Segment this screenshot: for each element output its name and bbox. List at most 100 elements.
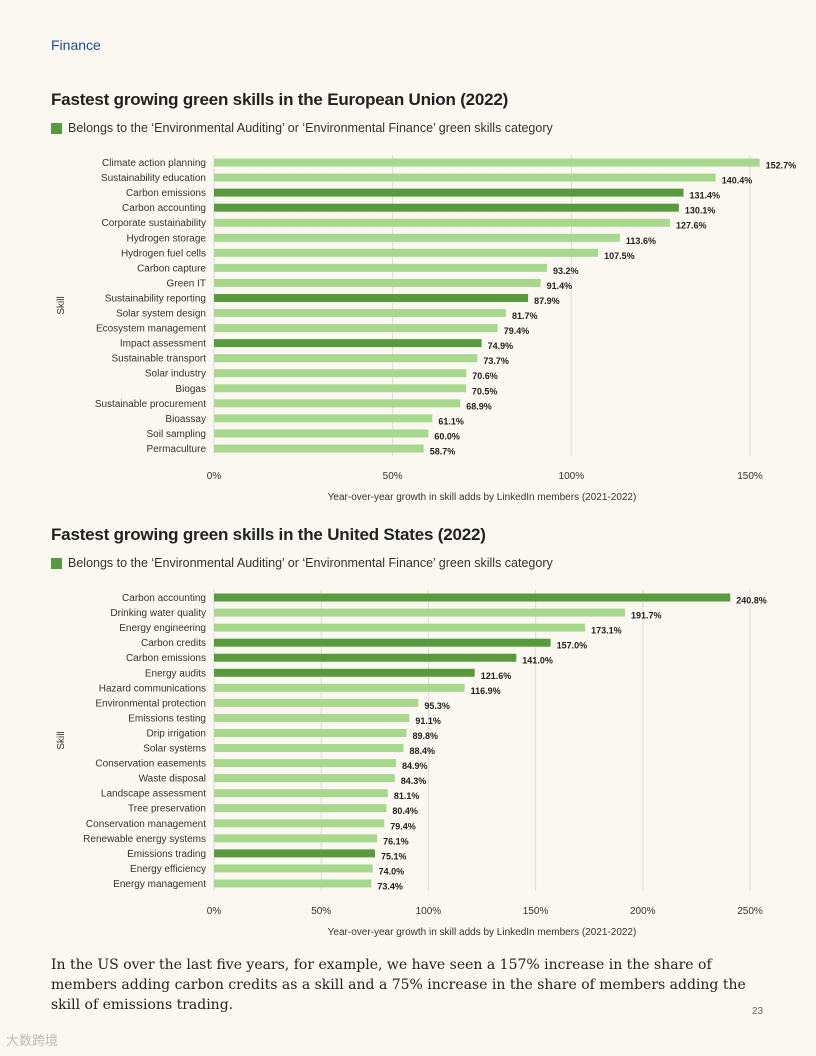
value-label: 84.9% <box>402 761 428 771</box>
value-label: 79.4% <box>390 821 416 831</box>
value-label: 173.1% <box>591 626 622 636</box>
x-tick-label: 0% <box>207 906 222 917</box>
value-label: 70.5% <box>472 386 498 396</box>
watermark: 大数跨境 <box>6 1033 59 1048</box>
chart-eu: 0% 50% 100% 150% Climate action planning 152.… <box>56 155 797 503</box>
value-label: 91.1% <box>415 716 441 726</box>
legend-text: Belongs to the ‘Environmental Auditing’ … <box>68 556 553 570</box>
legend-text: Belongs to the ‘Environmental Auditing’ … <box>68 121 553 135</box>
value-label: 107.5% <box>604 251 635 261</box>
value-label: 116.9% <box>471 686 501 696</box>
bar <box>214 623 586 632</box>
bar <box>214 188 684 197</box>
bar <box>214 444 424 453</box>
category-label: Energy efficiency <box>130 864 206 875</box>
category-label: Conservation easements <box>95 759 206 770</box>
value-label: 61.1% <box>438 416 464 426</box>
bar <box>214 593 731 602</box>
value-label: 73.7% <box>483 356 509 366</box>
legend-swatch <box>51 122 62 134</box>
x-tick-label: 150% <box>523 906 549 917</box>
category-label: Carbon emissions <box>126 188 206 199</box>
page-number: 23 <box>752 1006 764 1017</box>
bar <box>214 369 467 378</box>
value-label: 73.4% <box>377 881 403 891</box>
value-label: 60.0% <box>434 431 460 441</box>
chart-us: 0% 50% 100% 150% 200% 250% Carbon accounting 24… <box>56 590 767 938</box>
y-axis-title: Skill <box>56 731 67 749</box>
category-label: Hydrogen fuel cells <box>121 248 206 259</box>
bar <box>214 834 378 843</box>
value-label: 76.1% <box>383 836 409 846</box>
value-label: 240.8% <box>736 596 767 606</box>
x-tick-label: 100% <box>416 906 442 917</box>
category-label: Biogas <box>175 384 206 395</box>
bar <box>214 233 620 242</box>
value-label: 75.1% <box>381 851 407 861</box>
x-tick-label: 100% <box>559 471 585 482</box>
bar <box>214 668 475 677</box>
bar <box>214 804 387 813</box>
chart-title-us: Fastest growing green skills in the Unit… <box>51 525 486 544</box>
bar <box>214 354 478 363</box>
category-label: Impact assessment <box>120 339 206 350</box>
category-label: Environmental protection <box>95 698 206 709</box>
x-tick-label: 200% <box>630 906 656 917</box>
category-label: Landscape assessment <box>101 789 206 800</box>
category-label: Permaculture <box>147 444 207 455</box>
value-label: 74.0% <box>379 866 405 876</box>
x-tick-label: 50% <box>383 471 403 482</box>
category-label: Carbon emissions <box>126 653 206 664</box>
x-tick-label: 250% <box>737 906 763 917</box>
category-label: Carbon capture <box>137 263 206 274</box>
category-label: Solar system design <box>116 309 206 320</box>
category-label: Climate action planning <box>102 158 206 169</box>
value-label: 127.6% <box>676 221 707 231</box>
bar <box>214 173 716 182</box>
category-label: Sustainability education <box>101 173 206 184</box>
bar <box>214 698 419 707</box>
value-label: 81.7% <box>512 311 538 321</box>
section-label: Finance <box>51 37 101 53</box>
category-label: Bioassay <box>165 414 206 425</box>
bar <box>214 278 541 287</box>
legend-eu: Belongs to the ‘Environmental Auditing’ … <box>51 121 553 135</box>
category-label: Carbon accounting <box>122 203 206 214</box>
y-axis-title: Skill <box>56 296 67 314</box>
value-label: 141.0% <box>522 656 553 666</box>
x-tick-label: 0% <box>207 471 222 482</box>
bar <box>214 158 760 167</box>
value-label: 89.8% <box>413 731 439 741</box>
value-label: 152.7% <box>766 161 797 171</box>
category-label: Energy audits <box>145 668 206 679</box>
value-label: 93.2% <box>553 266 579 276</box>
value-label: 113.6% <box>626 236 656 246</box>
bar <box>214 638 551 647</box>
category-label: Hydrogen storage <box>127 233 207 244</box>
category-label: Drinking water quality <box>110 608 206 619</box>
category-label: Drip irrigation <box>147 728 206 739</box>
value-label: 58.7% <box>430 446 456 456</box>
bar <box>214 608 626 617</box>
legend-us: Belongs to the ‘Environmental Auditing’ … <box>51 556 553 570</box>
body-paragraph: In the US over the last five years, for … <box>51 957 746 1013</box>
value-label: 91.4% <box>547 281 573 291</box>
bar <box>214 263 548 272</box>
value-label: 80.4% <box>392 806 418 816</box>
x-tick-label: 150% <box>737 471 763 482</box>
category-label: Sustainable procurement <box>95 399 206 410</box>
bar <box>214 218 670 227</box>
category-label: Emissions testing <box>128 713 206 724</box>
bar <box>214 744 404 753</box>
legend-swatch <box>51 557 62 569</box>
chart-title-eu: Fastest growing green skills in the Euro… <box>51 90 509 109</box>
value-label: 191.7% <box>631 611 662 621</box>
value-label: 121.6% <box>481 671 512 681</box>
value-label: 84.3% <box>401 776 427 786</box>
x-axis-title: Year-over-year growth in skill adds by L… <box>328 927 637 938</box>
category-label: Solar industry <box>145 369 206 380</box>
category-label: Renewable energy systems <box>83 834 206 845</box>
bar <box>214 864 373 873</box>
category-label: Sustainable transport <box>111 354 206 365</box>
bar <box>214 653 517 662</box>
